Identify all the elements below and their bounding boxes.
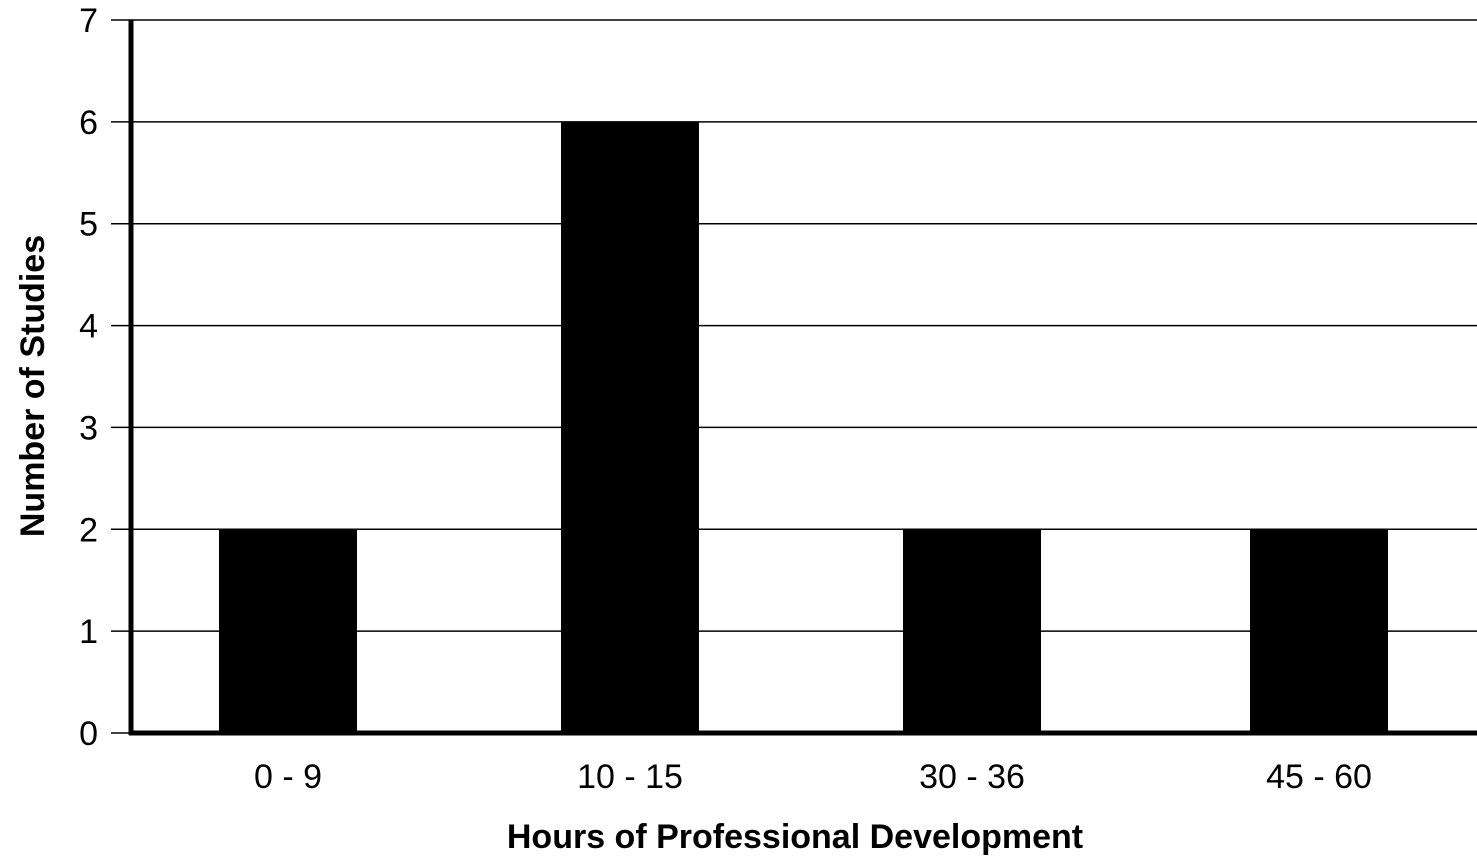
y-tick-labels: 0 1 2 3 4 5 6 7	[79, 2, 98, 753]
y-tick-label: 6	[79, 104, 98, 142]
x-tick-label: 45 - 60	[1266, 758, 1372, 796]
bar	[219, 529, 357, 733]
bar	[561, 121, 699, 734]
x-axis-title: Hours of Professional Development	[507, 818, 1083, 856]
y-tick-label: 5	[79, 206, 98, 244]
y-tick-label: 1	[79, 613, 98, 651]
bar	[903, 529, 1041, 733]
y-tick-label: 2	[79, 511, 98, 549]
y-axis-title: Number of Studies	[14, 235, 52, 537]
x-tick-label: 30 - 36	[919, 758, 1025, 796]
y-tick-label: 7	[79, 2, 98, 40]
y-tick-label: 0	[79, 715, 98, 753]
x-tick-labels: 0 - 9 10 - 15 30 - 36 45 - 60	[254, 758, 1372, 796]
y-tick-label: 4	[79, 308, 98, 346]
axes	[128, 20, 1477, 736]
bars	[219, 121, 1388, 734]
x-tick-label: 0 - 9	[254, 758, 322, 796]
bar	[1250, 529, 1388, 733]
y-tick-label: 3	[79, 409, 98, 447]
x-tick-label: 10 - 15	[577, 758, 683, 796]
